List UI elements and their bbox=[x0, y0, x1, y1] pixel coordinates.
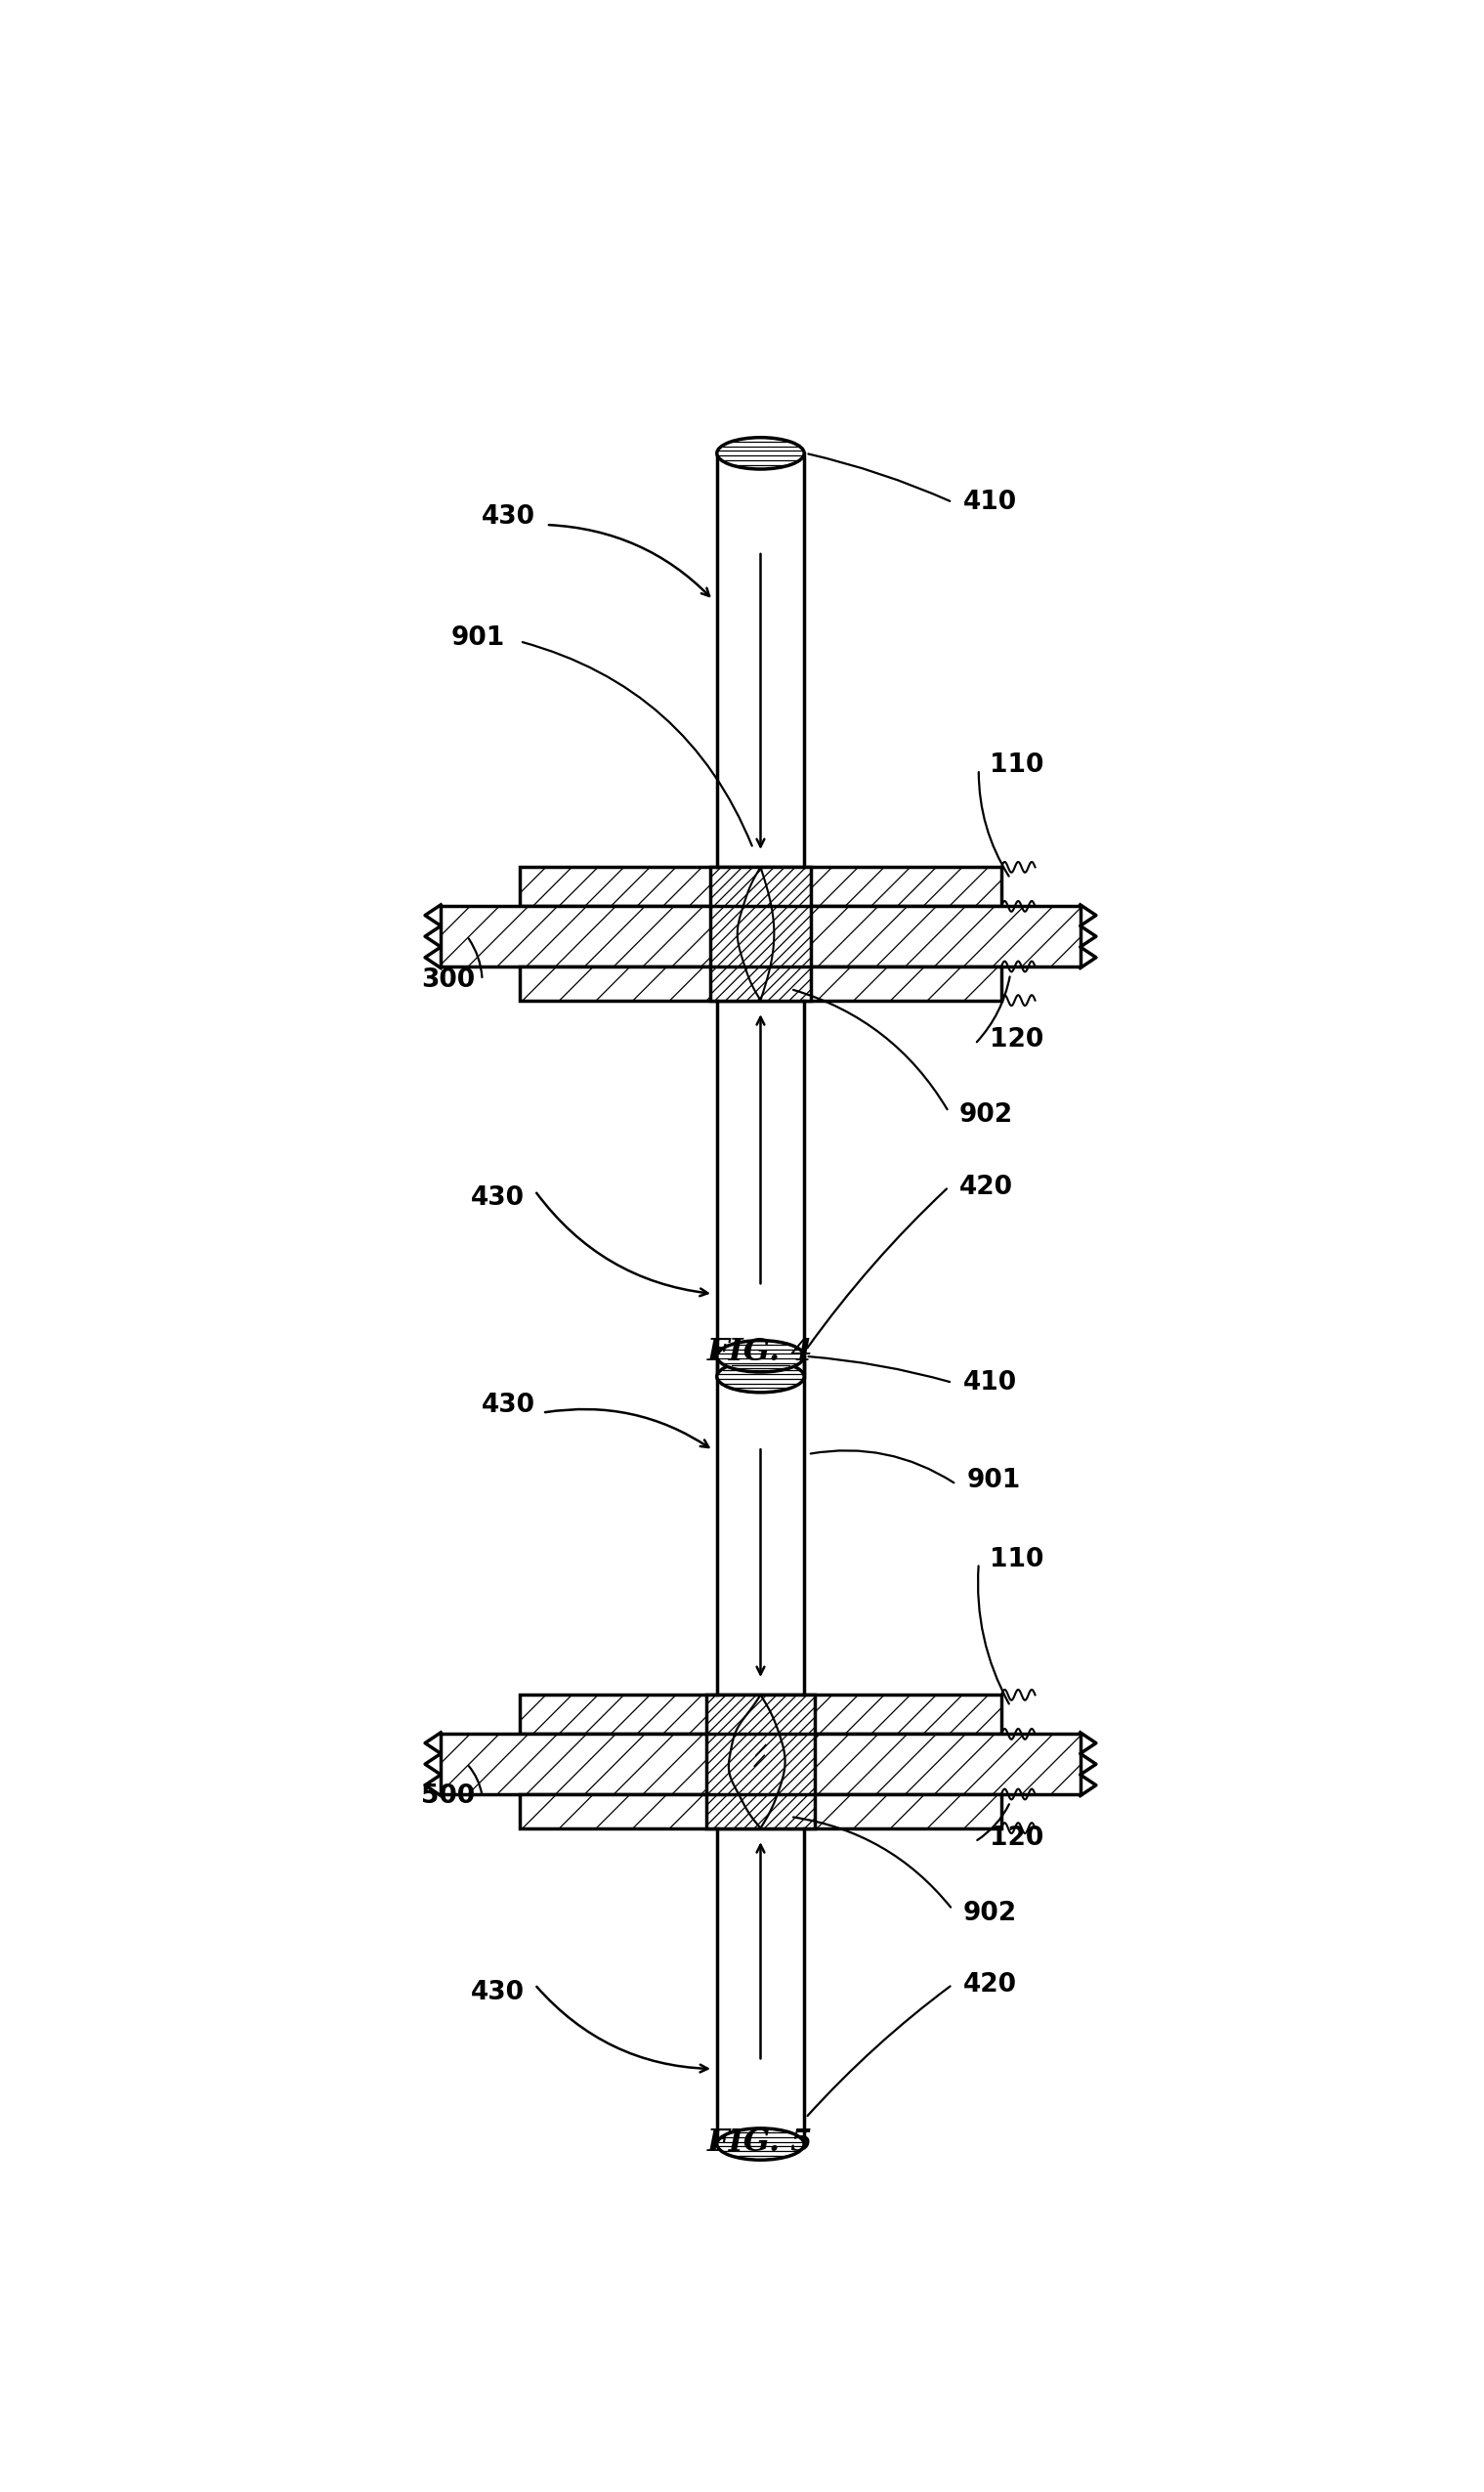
Bar bbox=[441, 1734, 1080, 1794]
Bar bbox=[519, 1695, 1002, 1734]
Bar bbox=[519, 967, 1002, 999]
Text: 430: 430 bbox=[482, 503, 536, 531]
Text: 430: 430 bbox=[470, 1186, 524, 1211]
Text: FIG. 4: FIG. 4 bbox=[708, 1338, 813, 1368]
Bar bbox=[519, 1794, 1002, 1829]
Text: 300: 300 bbox=[421, 967, 475, 992]
Text: 430: 430 bbox=[482, 1393, 536, 1418]
Text: 430: 430 bbox=[470, 1979, 524, 2006]
Ellipse shape bbox=[717, 2128, 804, 2161]
Text: 420: 420 bbox=[959, 1174, 1014, 1199]
Bar bbox=[706, 1695, 815, 1829]
Text: 110: 110 bbox=[990, 753, 1043, 778]
Ellipse shape bbox=[717, 439, 804, 468]
Ellipse shape bbox=[717, 1341, 804, 1373]
Text: FIG. 5: FIG. 5 bbox=[708, 2128, 813, 2158]
Bar bbox=[441, 907, 1080, 967]
Text: 410: 410 bbox=[963, 1371, 1017, 1396]
Text: 902: 902 bbox=[963, 1901, 1017, 1926]
Text: 901: 901 bbox=[966, 1468, 1021, 1493]
Text: 120: 120 bbox=[990, 1027, 1043, 1054]
Text: 901: 901 bbox=[451, 625, 506, 650]
Text: 500: 500 bbox=[421, 1784, 475, 1809]
Bar bbox=[711, 867, 810, 999]
Text: 120: 120 bbox=[990, 1824, 1043, 1852]
Bar bbox=[519, 867, 1002, 907]
Text: 420: 420 bbox=[963, 1971, 1017, 1996]
Text: 902: 902 bbox=[959, 1104, 1014, 1129]
Ellipse shape bbox=[717, 1361, 804, 1393]
Text: 410: 410 bbox=[963, 488, 1017, 516]
Text: 110: 110 bbox=[990, 1548, 1043, 1572]
